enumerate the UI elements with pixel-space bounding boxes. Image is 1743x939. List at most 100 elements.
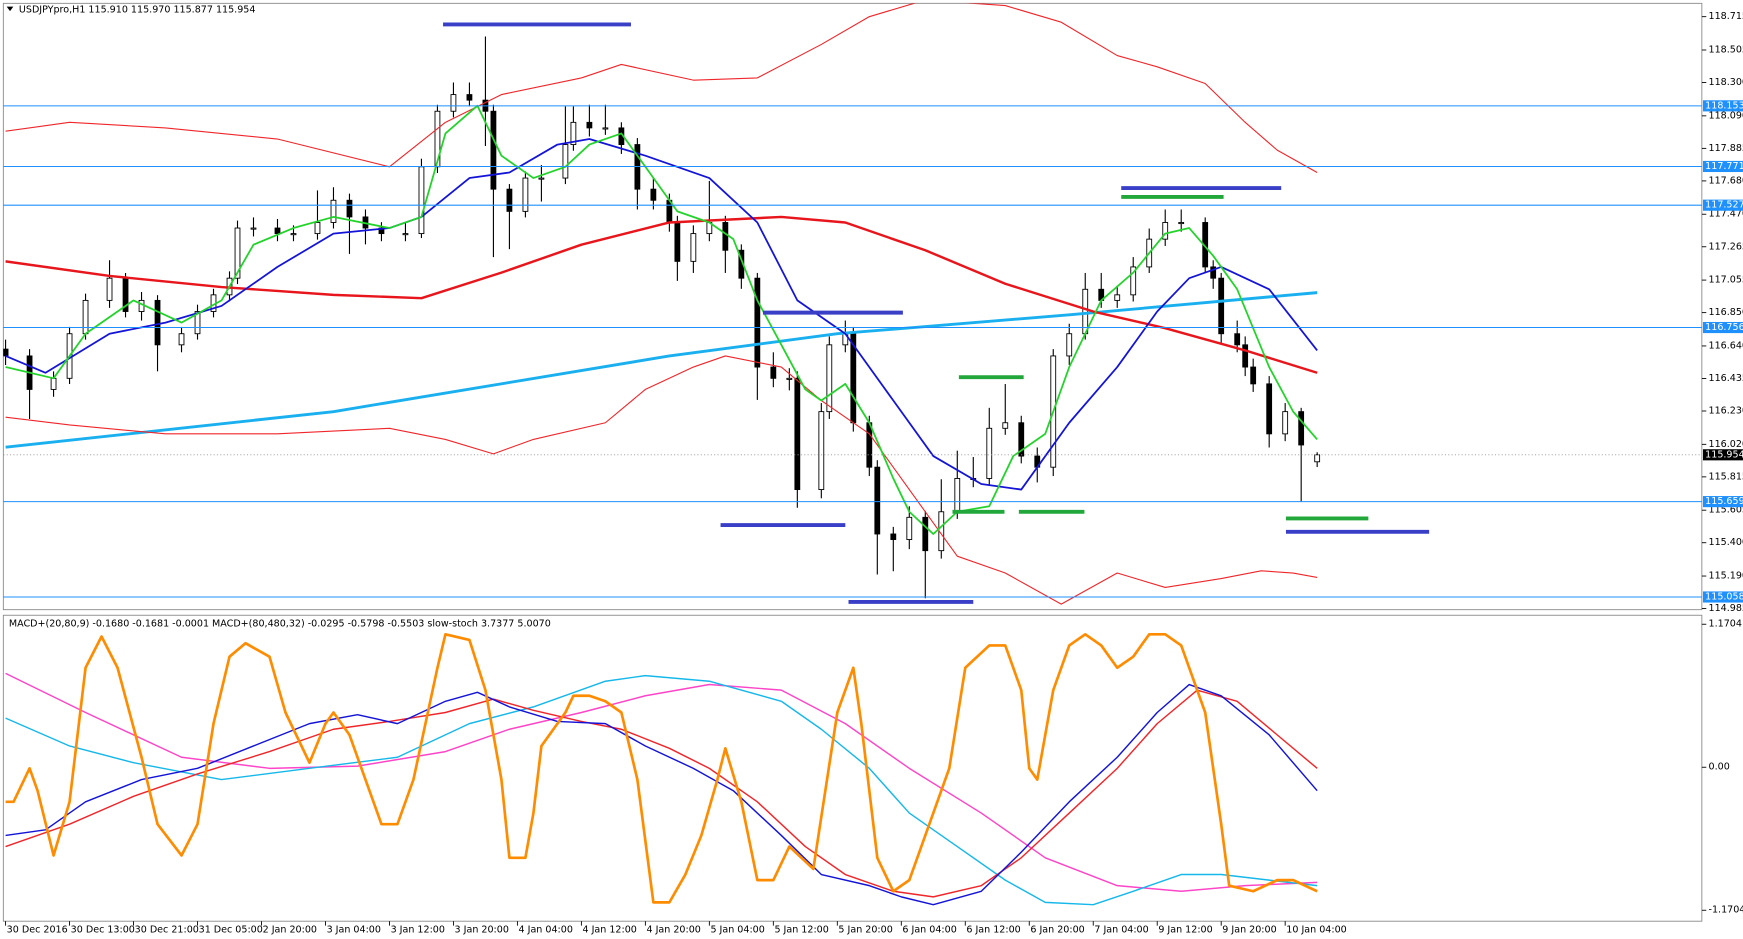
y-tick-label: 116.850 <box>1709 307 1743 318</box>
level-label: 115.659 <box>1705 496 1743 507</box>
menu-arrow[interactable] <box>6 6 14 12</box>
candle-body <box>1018 422 1025 457</box>
indicator-header: MACD+(20,80,9) -0.1680 -0.1681 -0.0001 M… <box>9 619 551 630</box>
indicator-line <box>5 104 1318 535</box>
level-label: 116.756 <box>1705 322 1743 333</box>
y-tick-label: 115.815 <box>1709 471 1743 482</box>
indicator-line <box>5 355 1318 605</box>
y-tick-label: 116.640 <box>1709 340 1743 351</box>
candle-body <box>954 478 961 513</box>
y-tick-label: 117.265 <box>1709 241 1743 252</box>
candle-body <box>178 333 185 346</box>
candle-body <box>1210 266 1217 279</box>
candle-body <box>138 299 145 312</box>
candle-body <box>1178 222 1185 225</box>
candle-body <box>506 188 513 212</box>
candle-body <box>522 177 529 212</box>
symbol-header: USDJPYpro,H1 115.910 115.970 115.877 115… <box>19 5 256 16</box>
x-tick-label: 3 Jan 20:00 <box>455 925 509 936</box>
candle-body <box>690 233 697 262</box>
candle-body <box>402 233 409 236</box>
x-tick-label: 30 Dec 2016 <box>7 925 68 936</box>
candle-body <box>1314 454 1321 463</box>
candle-body <box>674 222 681 262</box>
level-label: 117.527 <box>1705 200 1743 211</box>
x-tick-label: 5 Jan 12:00 <box>774 925 828 936</box>
candle-body <box>866 422 873 468</box>
x-tick-label: 5 Jan 04:00 <box>710 925 764 936</box>
candle-body <box>250 227 257 230</box>
level-label-box <box>1702 591 1743 603</box>
y-tick-label: 116.435 <box>1709 373 1743 384</box>
candle-body <box>786 377 793 380</box>
x-tick-label: 4 Jan 04:00 <box>519 925 573 936</box>
candle-body <box>1282 411 1289 435</box>
y-tick-label: 118.505 <box>1709 44 1743 55</box>
y-tick-label: 1.1704 <box>1709 619 1742 630</box>
indicator-line <box>5 674 1318 906</box>
candle-body <box>906 516 913 540</box>
x-tick-label: 6 Jan 04:00 <box>902 925 956 936</box>
candle-body <box>106 277 113 301</box>
x-tick-label: 10 Jan 04:00 <box>1286 925 1346 936</box>
candle-body <box>770 366 777 379</box>
indicator-line <box>5 138 1318 491</box>
x-tick-label: 7 Jan 04:00 <box>1094 925 1148 936</box>
indicator-panel <box>2 614 1703 922</box>
candle-body <box>1266 383 1273 435</box>
level-label: 118.153 <box>1705 100 1743 111</box>
candle-body <box>650 188 657 201</box>
x-tick-label: 3 Jan 04:00 <box>327 925 381 936</box>
candle-body <box>722 222 729 251</box>
y-tick-label: -1.1704 <box>1709 905 1743 916</box>
level-label: 117.771 <box>1705 161 1743 172</box>
axes: 118.715 118.505 118.300 118.090 117.885 117.6… <box>5 11 1743 936</box>
candle-body <box>490 110 497 190</box>
x-tick-label: 9 Jan 12:00 <box>1158 925 1212 936</box>
y-tick-label: 118.715 <box>1709 11 1743 22</box>
y-tick-label: 115.605 <box>1709 505 1743 516</box>
candle-body <box>794 377 801 491</box>
indicator-line <box>5 3 1318 173</box>
candle-body <box>570 121 577 146</box>
candle-body <box>1002 422 1009 429</box>
level-label-box <box>1702 321 1743 334</box>
current-price-label: 115.954 <box>1705 449 1743 460</box>
candle-body <box>818 411 825 491</box>
candle-body <box>50 377 57 390</box>
indicator-line <box>5 672 1318 892</box>
main-panel <box>2 2 1703 611</box>
candle-body <box>586 121 593 129</box>
x-tick-label: 2 Jan 20:00 <box>263 925 317 936</box>
indicator-line <box>5 215 1318 374</box>
indicator-line <box>5 689 1318 898</box>
candle-body <box>1218 277 1225 335</box>
y-tick-label: 0.00 <box>1709 762 1730 773</box>
candle-body <box>986 427 993 479</box>
candle-body <box>314 222 321 235</box>
y-tick-label: 117.680 <box>1709 175 1743 186</box>
y-tick-label: 115.400 <box>1709 537 1743 548</box>
candle-body <box>1298 411 1305 446</box>
y-tick-label: 114.985 <box>1709 603 1743 614</box>
y-tick-label: 116.020 <box>1709 439 1743 450</box>
candle-body <box>1066 333 1073 357</box>
level-label: 115.058 <box>1705 591 1743 602</box>
candle-body <box>418 166 425 235</box>
candle-body <box>1114 294 1121 301</box>
candle-body <box>234 227 241 279</box>
candle-body <box>82 299 89 335</box>
y-tick-label: 117.470 <box>1709 209 1743 220</box>
indicator-line <box>5 291 1318 449</box>
candle-body <box>3 348 9 357</box>
level-label-box <box>1702 199 1743 211</box>
candle-body <box>1250 366 1257 385</box>
candle-body <box>1242 344 1249 368</box>
x-tick-label: 31 Dec 05:00 <box>199 925 263 936</box>
level-label-box <box>1702 100 1743 112</box>
candle-body <box>194 311 201 335</box>
y-tick-label: 118.300 <box>1709 77 1743 88</box>
x-tick-label: 4 Jan 12:00 <box>583 925 637 936</box>
